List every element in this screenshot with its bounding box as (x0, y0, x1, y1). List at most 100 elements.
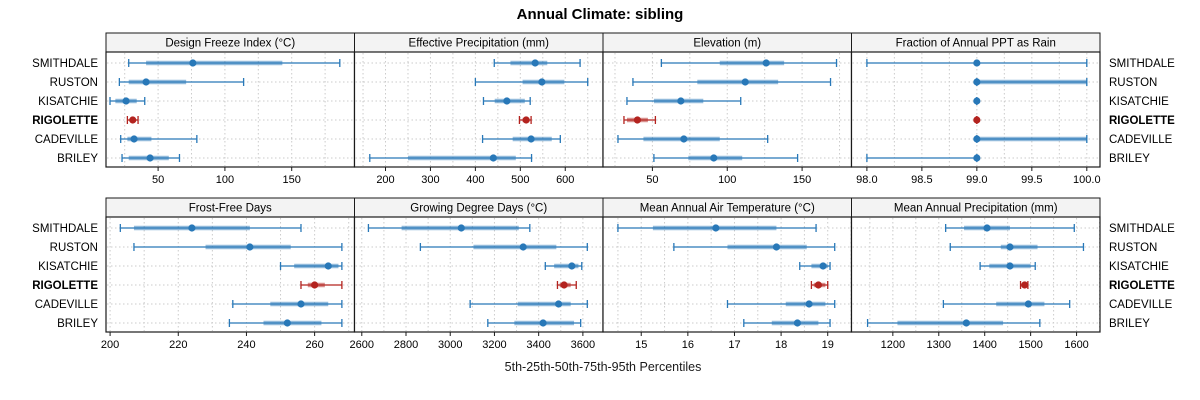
panel-0-0: Design Freeze Index (°C) 50 100 150 (105, 32, 356, 186)
site-label-right-rigolette: RIGOLETTE (1109, 115, 1175, 127)
series-ruston (118, 78, 245, 86)
series-cadeville (481, 135, 561, 143)
site-label-left-cadeville: CADEVILLE (35, 299, 99, 311)
series-ruston (973, 78, 1088, 86)
site-label-left-rigolette: RIGOLETTE (32, 280, 98, 292)
panel-strip-title: Elevation (m) (693, 38, 761, 50)
series-briley (228, 319, 343, 327)
panel-1-3: Mean Annual Precipitation (mm) 1200 1300 14… (850, 197, 1101, 351)
median-dot (122, 97, 130, 105)
median-dot (983, 224, 991, 232)
site-label-right-rigolette: RIGOLETTE (1109, 280, 1175, 292)
median-dot (297, 300, 305, 308)
x-tick-label: 200 (376, 174, 394, 186)
series-rigolette (973, 116, 981, 124)
x-tick-label: 15 (635, 339, 647, 351)
median-dot (489, 154, 497, 162)
median-dot (522, 116, 530, 124)
x-tick-label: 3000 (438, 339, 462, 351)
x-tick-label: 150 (793, 174, 811, 186)
panel-0-2: Elevation (m) 50 100 150 (602, 32, 853, 186)
x-tick-label: 100.0 (1073, 174, 1101, 186)
median-dot (568, 262, 576, 270)
site-label-right-cadeville: CADEVILLE (1109, 299, 1173, 311)
series-cadeville (469, 300, 588, 308)
median-dot (189, 59, 197, 67)
x-tick-label: 500 (511, 174, 529, 186)
series-kisatchie (544, 262, 583, 270)
x-tick-label: 1500 (1018, 339, 1042, 351)
panel-border (850, 51, 1101, 168)
x-tick-label: 300 (421, 174, 439, 186)
median-dot (1006, 262, 1014, 270)
median-dot (531, 59, 539, 67)
x-tick-label: 2600 (350, 339, 374, 351)
median-dot (710, 154, 718, 162)
panel-strip-title: Frost-Free Days (189, 203, 272, 215)
panel-bg (851, 52, 1100, 167)
x-tick-label: 100 (718, 174, 736, 186)
x-tick-label: 19 (822, 339, 834, 351)
x-tick-label: 50 (646, 174, 658, 186)
site-label-left-ruston: RUSTON (50, 242, 98, 254)
median-dot (560, 281, 568, 289)
series-smithdale (866, 59, 1088, 67)
x-tick-label: 3400 (526, 339, 550, 351)
x-tick-label: 18 (775, 339, 787, 351)
panel-bg (106, 52, 355, 167)
series-rigolette (518, 116, 532, 124)
series-smithdale (367, 224, 531, 232)
x-tick-label: 1300 (927, 339, 951, 351)
panel-strip-title: Fraction of Annual PPT as Rain (896, 38, 1056, 50)
median-dot (130, 135, 138, 143)
median-dot (538, 78, 546, 86)
site-label-left-rigolette: RIGOLETTE (32, 115, 98, 127)
panel-bg (603, 217, 852, 332)
series-rigolette (126, 116, 139, 124)
series-cadeville (726, 300, 836, 308)
site-label-left-kisatchie: KISATCHIE (38, 96, 98, 108)
series-ruston (474, 78, 589, 86)
panel-1-0: Frost-Free Days 200 220 240 260 (101, 197, 356, 351)
series-rigolette (623, 116, 657, 124)
median-dot (762, 59, 770, 67)
panel-strip-title: Effective Precipitation (mm) (409, 38, 550, 50)
median-dot (246, 243, 254, 251)
x-tick-label: 3600 (571, 339, 595, 351)
series-briley (653, 154, 799, 162)
series-rigolette (300, 281, 343, 289)
site-label-left-smithdale: SMITHDALE (32, 58, 98, 70)
site-label-right-kisatchie: KISATCHIE (1109, 96, 1169, 108)
median-dot (1006, 243, 1014, 251)
site-label-left-ruston: RUSTON (50, 77, 98, 89)
median-dot (680, 135, 688, 143)
panel-strip-title: Design Freeze Index (°C) (165, 38, 295, 50)
panel-strip-title: Mean Annual Precipitation (mm) (894, 203, 1058, 215)
series-ruston (419, 243, 588, 251)
series-smithdale (493, 59, 581, 67)
x-tick-label: 1200 (881, 339, 905, 351)
x-tick-label: 16 (682, 339, 694, 351)
x-tick-label: 3200 (482, 339, 506, 351)
median-dot (962, 319, 970, 327)
site-label-left-briley: BRILEY (57, 153, 98, 165)
panel-bg (851, 217, 1100, 332)
series-cadeville (617, 135, 769, 143)
x-axis-caption: 5th-25th-50th-75th-95th Percentiles (504, 360, 702, 374)
chart-title: Annual Climate: sibling (516, 6, 684, 23)
site-label-left-cadeville: CADEVILLE (35, 134, 99, 146)
x-tick-label: 200 (101, 339, 119, 351)
x-tick-label: 99.0 (966, 174, 987, 186)
site-label-right-briley: BRILEY (1109, 318, 1150, 330)
x-tick-label: 600 (556, 174, 574, 186)
series-ruston (133, 243, 343, 251)
site-label-right-smithdale: SMITHDALE (1109, 58, 1175, 70)
series-cadeville (973, 135, 1088, 143)
median-dot (973, 59, 981, 67)
median-dot (188, 224, 196, 232)
median-dot (712, 224, 720, 232)
median-dot (633, 116, 642, 124)
series-cadeville (120, 135, 198, 143)
